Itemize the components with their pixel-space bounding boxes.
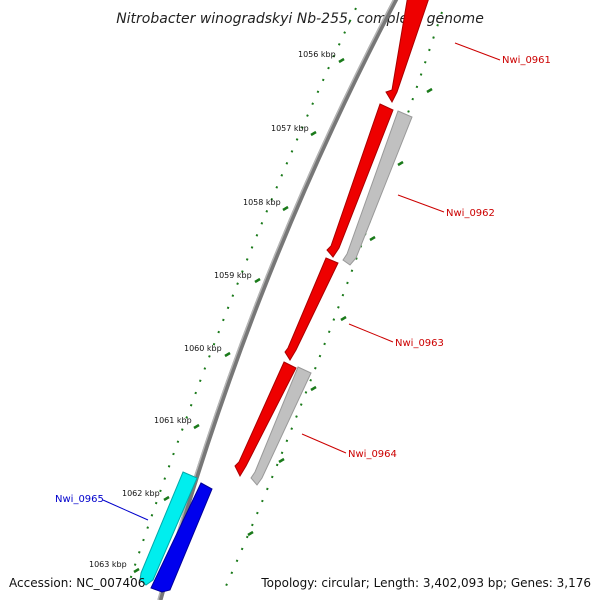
gene-arrow-nwi-0962-rna[interactable] — [342, 110, 413, 266]
tick-label: 1060 kbp — [184, 344, 222, 353]
genome-summary-text: Topology: circular; Length: 3,402,093 bp… — [260, 576, 591, 590]
reverse-track — [139, 471, 213, 593]
gene-label-nwi-0961[interactable]: Nwi_0961 — [502, 55, 551, 66]
gene-arrow-nwi-0964-rna[interactable] — [250, 366, 312, 486]
gene-arrow-nwi-0962[interactable] — [326, 103, 394, 258]
tick-label: 1061 kbp — [154, 416, 192, 425]
gene-label-nwi-0962[interactable]: Nwi_0962 — [446, 208, 495, 219]
genome-backbone — [157, 0, 399, 600]
tick-label: 1056 kbp — [298, 50, 336, 59]
gene-leader-lines — [102, 42, 501, 521]
map-title: Nitrobacter winogradskyi Nb-255, complet… — [116, 11, 484, 27]
tick-label: 1063 kbp — [89, 560, 127, 569]
gene-label-nwi-0965[interactable]: Nwi_0965 — [55, 494, 104, 505]
gene-arrow-nwi-0963[interactable] — [284, 257, 339, 361]
gene-arrow-nwi-0965-reverse[interactable] — [150, 482, 213, 593]
tick-label: 1062 kbp — [122, 489, 160, 498]
gene-label-nwi-0963[interactable]: Nwi_0963 — [395, 338, 444, 349]
tick-labels: 1056 kbp 1057 kbp 1058 kbp 1059 kbp 1060… — [89, 50, 336, 569]
gene-label-nwi-0964[interactable]: Nwi_0964 — [348, 449, 397, 460]
outer-ruler — [129, 7, 357, 581]
gene-arrow-nwi-0964[interactable] — [234, 361, 297, 478]
tick-label: 1058 kbp — [243, 198, 281, 207]
inner-major-ticks — [247, 87, 433, 537]
gene-arrow-nwi-0961[interactable] — [385, 0, 430, 104]
gene-labels: Nwi_0961 Nwi_0962 Nwi_0963 Nwi_0964 Nwi_… — [55, 55, 551, 505]
forward-rna-track — [250, 110, 413, 486]
forward-cds-track — [234, 0, 430, 478]
tick-label: 1057 kbp — [271, 124, 309, 133]
gene-arrow-nwi-0965[interactable] — [139, 471, 198, 586]
accession-text: Accession: NC_007406 — [9, 576, 145, 590]
outer-major-ticks — [133, 57, 345, 574]
tick-label: 1059 kbp — [214, 271, 252, 280]
